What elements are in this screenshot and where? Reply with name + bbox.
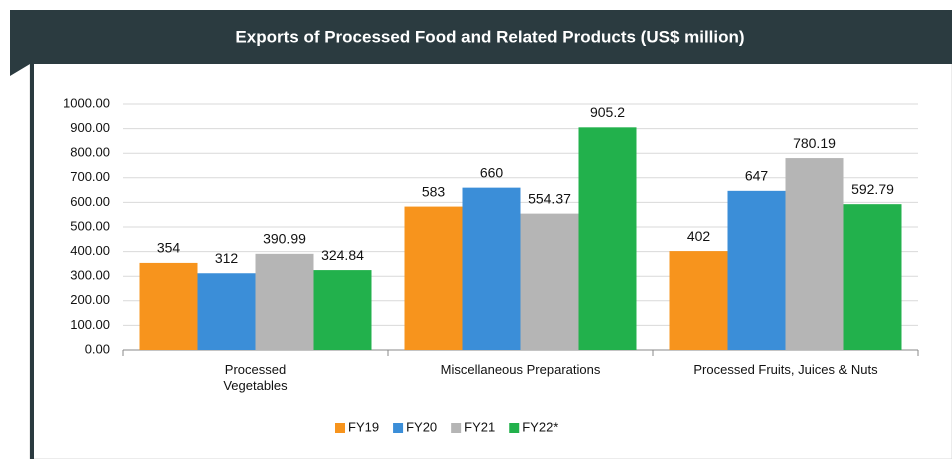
bar — [727, 190, 786, 350]
y-tick-label: 1000.00 — [63, 95, 110, 110]
legend-swatch — [451, 423, 462, 433]
legend-label: FY20 — [406, 419, 437, 434]
bar — [578, 127, 637, 350]
x-tick-label: Miscellaneous Preparations — [440, 362, 601, 377]
data-label: 780.19 — [793, 135, 836, 151]
data-label: 554.37 — [528, 190, 571, 206]
legend-label: FY22* — [522, 419, 558, 434]
legend-swatch — [335, 423, 345, 433]
y-tick-label: 100.00 — [70, 317, 110, 332]
data-label: 583 — [422, 183, 446, 199]
y-tick-label: 0.00 — [85, 341, 110, 356]
y-tick-label: 600.00 — [70, 194, 110, 209]
x-tick-label: Processed Fruits, Juices & Nuts — [693, 362, 878, 377]
title-banner — [10, 10, 952, 76]
data-label: 647 — [745, 168, 769, 184]
y-tick-label: 200.00 — [70, 292, 110, 307]
legend-swatch — [509, 423, 520, 433]
legend-label: FY19 — [348, 419, 379, 434]
bar — [404, 206, 463, 350]
bar — [520, 213, 579, 350]
data-label: 905.2 — [590, 104, 625, 120]
y-tick-label: 800.00 — [70, 145, 110, 160]
y-tick-label: 300.00 — [70, 268, 110, 283]
data-label: 660 — [480, 164, 504, 180]
bar — [843, 204, 902, 350]
y-tick-label: 400.00 — [70, 243, 110, 258]
bar — [139, 262, 198, 350]
data-label: 354 — [157, 240, 181, 256]
data-label: 592.79 — [851, 181, 894, 197]
y-tick-label: 700.00 — [70, 169, 110, 184]
bar — [197, 273, 256, 350]
y-tick-label: 900.00 — [70, 120, 110, 135]
legend-label: FY21 — [464, 419, 495, 434]
x-tick-label: Processed Vegetables — [223, 362, 288, 393]
bar — [462, 187, 521, 350]
data-label: 390.99 — [263, 231, 306, 247]
bar — [255, 253, 314, 350]
data-label: 402 — [687, 228, 711, 244]
data-label: 324.84 — [321, 247, 364, 263]
panel-edge — [30, 60, 34, 459]
data-label: 312 — [215, 250, 239, 266]
y-tick-label: 500.00 — [70, 218, 110, 233]
bar — [785, 158, 844, 350]
bar — [313, 270, 372, 350]
chart-title: Exports of Processed Food and Related Pr… — [235, 27, 744, 46]
legend-swatch — [393, 423, 404, 433]
bar — [669, 251, 728, 350]
